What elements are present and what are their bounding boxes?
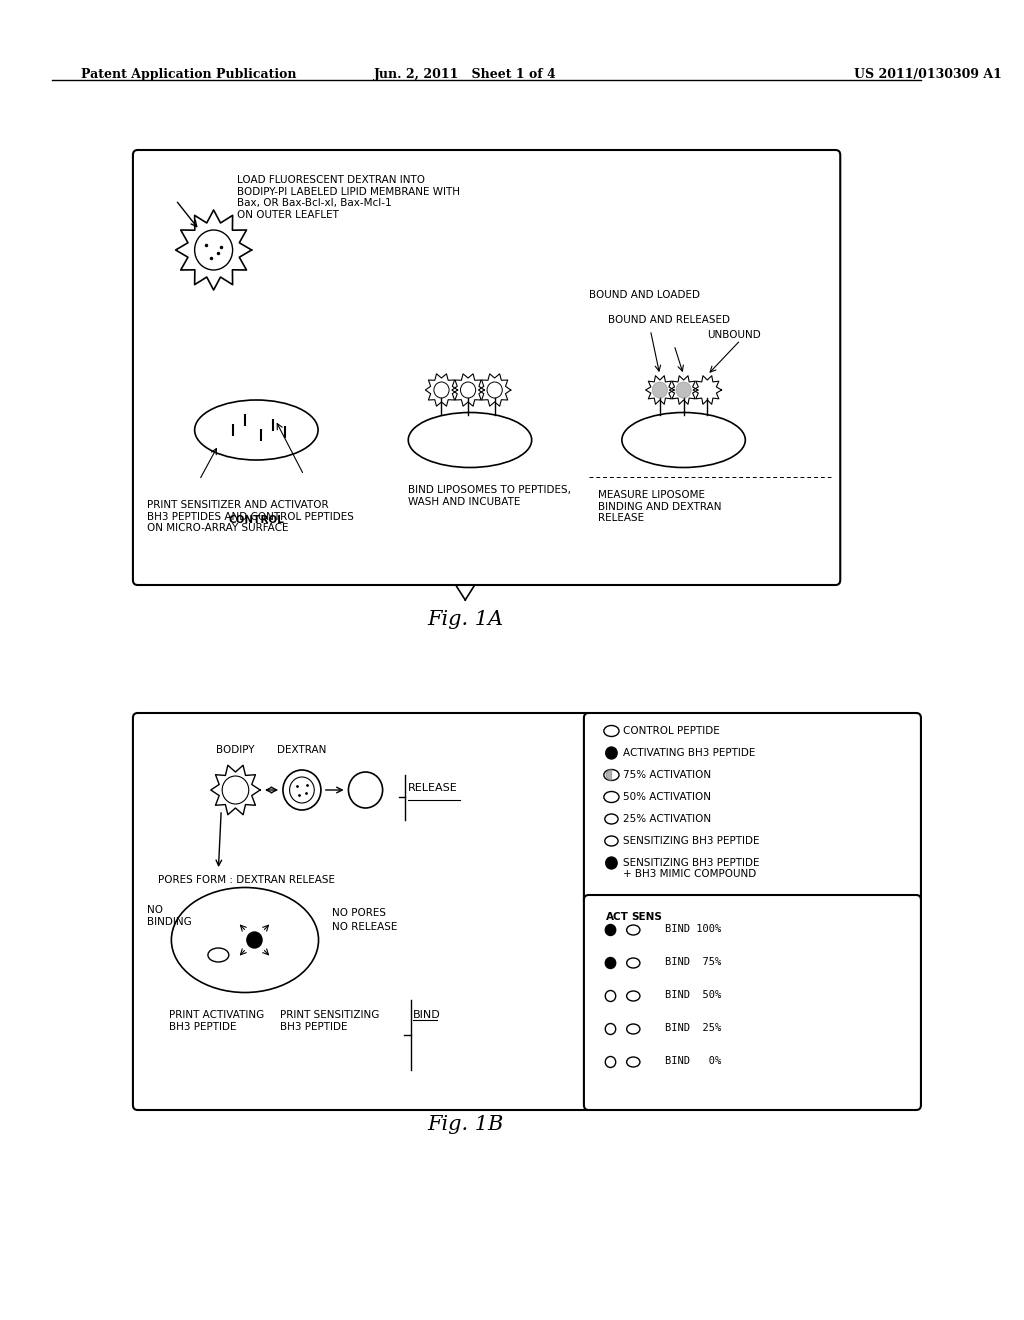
Ellipse shape [622,412,745,467]
Ellipse shape [604,792,620,803]
Text: BOUND AND RELEASED: BOUND AND RELEASED [607,315,730,325]
Text: BIND  25%: BIND 25% [665,1023,721,1034]
Text: BIND  75%: BIND 75% [665,957,721,968]
Text: CONTROL PEPTIDE: CONTROL PEPTIDE [623,726,720,737]
Text: BOUND AND LOADED: BOUND AND LOADED [589,290,699,300]
Ellipse shape [604,770,620,780]
Circle shape [247,932,262,948]
Text: BIND   0%: BIND 0% [665,1056,721,1067]
Text: PRINT SENSITIZER AND ACTIVATOR
BH3 PEPTIDES AND CONTROL PEPTIDES
ON MICRO-ARRAY : PRINT SENSITIZER AND ACTIVATOR BH3 PEPTI… [147,500,354,533]
Text: DEXTRAN: DEXTRAN [278,744,327,755]
Circle shape [605,957,615,969]
Text: 25% ACTIVATION: 25% ACTIVATION [623,814,711,824]
Text: UNBOUND: UNBOUND [708,330,761,341]
FancyBboxPatch shape [584,895,921,1110]
Ellipse shape [627,1057,640,1067]
Circle shape [652,381,668,399]
Text: RELEASE: RELEASE [409,783,458,793]
Text: SENSITIZING BH3 PEPTIDE: SENSITIZING BH3 PEPTIDE [623,858,760,869]
Text: MEASURE LIPOSOME
BINDING AND DEXTRAN
RELEASE: MEASURE LIPOSOME BINDING AND DEXTRAN REL… [598,490,722,523]
Text: 50% ACTIVATION: 50% ACTIVATION [623,792,711,803]
Text: SENS: SENS [632,912,663,921]
Text: BIND LIPOSOMES TO PEPTIDES,
WASH AND INCUBATE: BIND LIPOSOMES TO PEPTIDES, WASH AND INC… [409,484,571,507]
Text: NO PORES: NO PORES [333,908,386,917]
Text: 75% ACTIVATION: 75% ACTIVATION [623,770,711,780]
Ellipse shape [627,1024,640,1034]
Text: + BH3 MIMIC COMPOUND: + BH3 MIMIC COMPOUND [623,869,756,879]
Text: PRINT SENSITIZING
BH3 PEPTIDE: PRINT SENSITIZING BH3 PEPTIDE [281,1010,380,1032]
Ellipse shape [195,400,318,459]
Text: US 2011/0130309 A1: US 2011/0130309 A1 [854,69,1002,81]
Text: Patent Application Publication: Patent Application Publication [81,69,296,81]
Text: ACTIVATING BH3 PEPTIDE: ACTIVATING BH3 PEPTIDE [623,748,756,758]
Circle shape [605,924,615,936]
Text: PORES FORM : DEXTRAN RELEASE: PORES FORM : DEXTRAN RELEASE [159,875,335,884]
FancyBboxPatch shape [133,150,841,585]
Circle shape [699,381,715,399]
Text: ACT: ACT [606,912,629,921]
Ellipse shape [171,887,318,993]
Text: NO RELEASE: NO RELEASE [333,921,397,932]
Ellipse shape [627,958,640,968]
Ellipse shape [604,726,620,737]
Text: NO
BINDING: NO BINDING [147,906,191,927]
Text: BIND: BIND [413,1010,440,1020]
Ellipse shape [627,991,640,1001]
Ellipse shape [627,925,640,935]
Text: BIND  50%: BIND 50% [665,990,721,1001]
Text: SENSITIZING BH3 PEPTIDE: SENSITIZING BH3 PEPTIDE [623,836,760,846]
Text: PRINT ACTIVATING
BH3 PEPTIDE: PRINT ACTIVATING BH3 PEPTIDE [169,1010,264,1032]
Text: Jun. 2, 2011   Sheet 1 of 4: Jun. 2, 2011 Sheet 1 of 4 [374,69,557,81]
Ellipse shape [208,948,228,962]
FancyBboxPatch shape [584,713,921,906]
Circle shape [606,747,617,759]
Circle shape [606,857,617,869]
FancyBboxPatch shape [133,713,593,1110]
Text: Fig. 1A: Fig. 1A [427,610,503,630]
Wedge shape [606,770,611,780]
Text: Fig. 1B: Fig. 1B [427,1115,504,1134]
Text: CONTROL: CONTROL [228,515,285,525]
Text: BIND 100%: BIND 100% [665,924,721,935]
Text: BODIPY: BODIPY [216,744,255,755]
Ellipse shape [409,412,531,467]
Ellipse shape [605,814,618,824]
Text: LOAD FLUORESCENT DEXTRAN INTO
BODIPY-PI LABELED LIPID MEMBRANE WITH
Bax, OR Bax-: LOAD FLUORESCENT DEXTRAN INTO BODIPY-PI … [238,176,461,220]
Circle shape [676,381,691,399]
Ellipse shape [605,836,618,846]
